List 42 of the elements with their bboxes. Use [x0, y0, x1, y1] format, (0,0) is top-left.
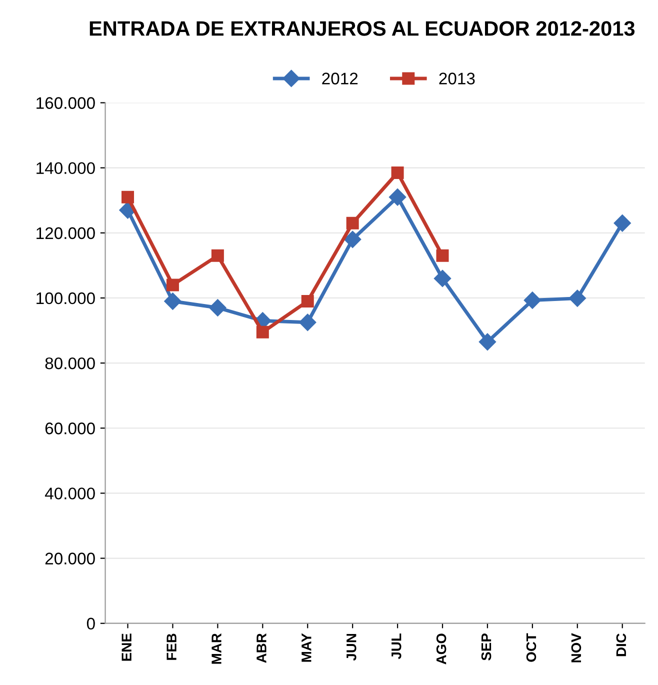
- point: [344, 230, 362, 248]
- x-tick-label: ENE: [122, 634, 132, 661]
- point: [301, 294, 314, 308]
- x-tick-label: SEP: [481, 634, 492, 660]
- x-tick-label: FEB: [166, 634, 176, 660]
- x-tick-label: DIC: [616, 633, 626, 656]
- x-tick-label: OCT: [526, 633, 536, 662]
- point: [164, 292, 182, 310]
- x-tick-label: NOV: [571, 633, 582, 662]
- y-tick-label: 20.000: [45, 552, 95, 564]
- point: [211, 249, 224, 262]
- point: [166, 278, 179, 292]
- point: [256, 326, 269, 338]
- x-tick-label: ABR: [256, 633, 266, 663]
- point: [614, 214, 631, 232]
- y-tick-label: 0: [86, 618, 95, 630]
- point: [524, 292, 541, 309]
- y-tick-label: 160.000: [36, 97, 95, 109]
- point: [122, 190, 134, 204]
- y-tick-label: 60.000: [45, 422, 95, 434]
- legend-label: 2013: [439, 72, 475, 84]
- y-tick-label: 100.000: [36, 292, 95, 304]
- point: [391, 166, 404, 179]
- point: [209, 299, 226, 316]
- point: [346, 216, 359, 230]
- point: [388, 188, 406, 206]
- x-tick-label: MAY: [302, 633, 312, 662]
- point: [299, 314, 316, 331]
- y-tick-label: 80.000: [45, 357, 95, 370]
- point: [478, 333, 496, 350]
- y-tick-label: 140.000: [36, 162, 95, 174]
- chart-title: ENTRADA DE EXTRANJEROS AL ECUADOR 2012-2013: [90, 21, 635, 36]
- y-tick-label: 40.000: [44, 488, 95, 500]
- x-tick-label: JUN: [346, 634, 356, 661]
- point: [436, 249, 449, 262]
- x-tick-label: JUL: [392, 633, 402, 660]
- x-tick-label: AGO: [436, 634, 446, 664]
- point: [568, 290, 586, 307]
- y-tick-label: 120.000: [36, 227, 95, 240]
- point: [434, 270, 452, 288]
- legend-label: 2012: [322, 72, 358, 84]
- x-tick-label: MAR: [212, 633, 222, 664]
